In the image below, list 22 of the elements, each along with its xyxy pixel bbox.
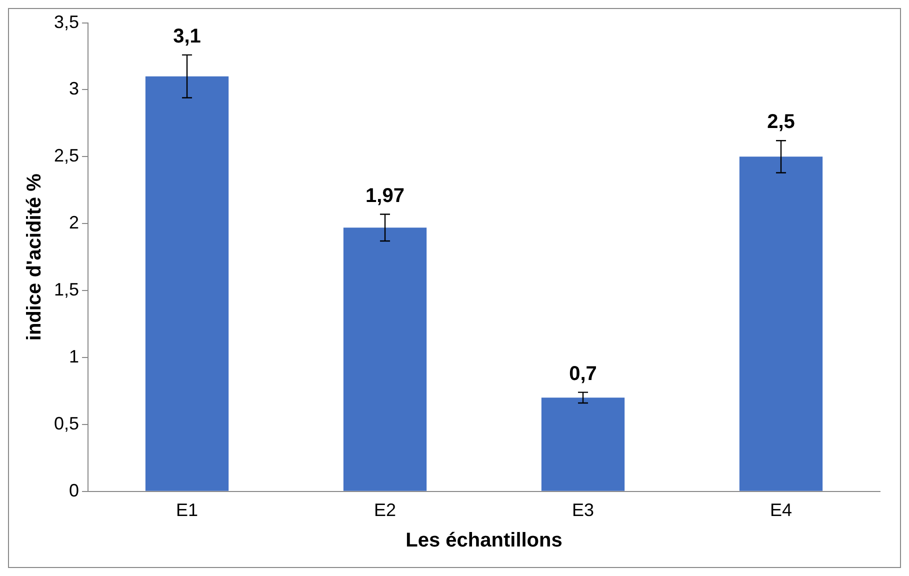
y-tick-label: 2,5 xyxy=(54,146,80,166)
bar xyxy=(145,76,229,491)
data-label: 0,7 xyxy=(569,362,597,385)
y-axis-title: indice d'acidité % xyxy=(24,173,46,341)
y-tick-label: 0 xyxy=(69,480,80,500)
y-tick-label: 0,5 xyxy=(54,413,80,434)
data-label: 2,5 xyxy=(767,111,795,134)
y-tick-label: 3,5 xyxy=(54,12,80,32)
x-tick-label: E2 xyxy=(374,500,396,520)
y-tick-label: 1,5 xyxy=(54,280,80,300)
y-tick-label: 3 xyxy=(69,78,80,99)
data-label: 1,97 xyxy=(366,184,404,207)
x-tick-label: E1 xyxy=(176,500,198,520)
x-axis-title: Les échantillons xyxy=(406,530,562,552)
bar xyxy=(739,156,823,491)
x-tick-label: E3 xyxy=(572,500,594,520)
y-tick-label: 2 xyxy=(69,212,80,233)
bar xyxy=(541,398,625,491)
y-tick-label: 1 xyxy=(69,346,80,366)
data-label: 3,1 xyxy=(173,25,201,48)
bar xyxy=(343,228,427,491)
x-tick-label: E4 xyxy=(770,500,792,520)
